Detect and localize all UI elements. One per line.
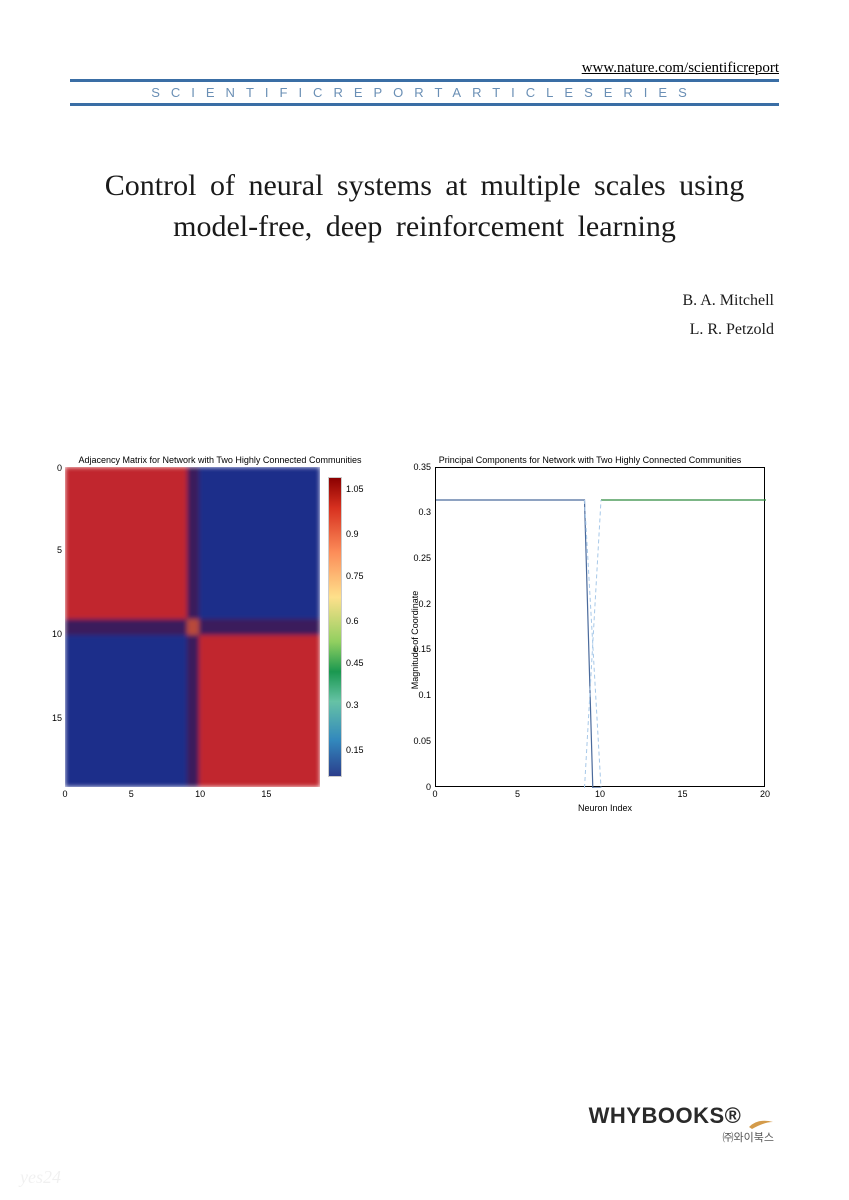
publisher-name-text: WHYBOOKS®	[589, 1103, 742, 1128]
ytick: 5	[57, 545, 62, 555]
publisher-subname: ㈜와이북스	[589, 1129, 774, 1145]
swoosh-icon	[748, 1110, 774, 1124]
ytick: 0.05	[413, 736, 431, 746]
linechart-title: Principal Components for Network with Tw…	[405, 455, 775, 465]
heatmap-y-ticks: 0 5 10 15	[50, 467, 64, 787]
cb-tick: 0.15	[346, 745, 364, 755]
author-1: B. A. Mitchell	[70, 287, 774, 316]
heatmap-canvas	[65, 467, 320, 787]
ytick: 0.35	[413, 462, 431, 472]
xtick: 20	[760, 789, 770, 799]
figure-row: Adjacency Matrix for Network with Two Hi…	[50, 455, 779, 813]
ytick: 10	[52, 629, 62, 639]
colorbar-gradient	[328, 477, 342, 777]
author-list: B. A. Mitchell L. R. Petzold	[70, 287, 774, 345]
cb-tick: 0.6	[346, 616, 359, 626]
figure-linechart: Principal Components for Network with Tw…	[405, 455, 775, 813]
xtick: 10	[595, 789, 605, 799]
linechart-canvas	[435, 467, 765, 787]
series-banner: SCIENTIFICREPORTARTICLESERIES	[70, 79, 779, 106]
colorbar-ticks: 1.05 0.9 0.75 0.6 0.45 0.3 0.15	[346, 477, 372, 777]
publisher-name: WHYBOOKS®	[589, 1103, 774, 1129]
header-url: www.nature.com/scientificreport	[70, 60, 779, 77]
linechart-x-ticks: 0 5 10 15 20	[435, 787, 765, 801]
ytick: 15	[52, 713, 62, 723]
ytick: 0	[57, 463, 62, 473]
cb-tick: 0.75	[346, 571, 364, 581]
xtick: 15	[677, 789, 687, 799]
paper-title: Control of neural systems at multiple sc…	[90, 166, 759, 247]
heatmap-svg	[65, 467, 320, 787]
heatmap-x-ticks: 0 5 10 15	[65, 787, 320, 801]
ytick: 0.25	[413, 553, 431, 563]
colorbar: 1.05 0.9 0.75 0.6 0.45 0.3 0.15	[328, 477, 372, 777]
xtick: 5	[129, 789, 134, 799]
watermark: yes24	[20, 1167, 61, 1188]
ytick: 0	[426, 782, 431, 792]
figure-heatmap: Adjacency Matrix for Network with Two Hi…	[50, 455, 390, 801]
ytick: 0.1	[418, 690, 431, 700]
ytick: 0.15	[413, 644, 431, 654]
xtick: 0	[432, 789, 437, 799]
cb-tick: 1.05	[346, 484, 364, 494]
ytick: 0.2	[418, 599, 431, 609]
xtick: 15	[261, 789, 271, 799]
xtick: 10	[195, 789, 205, 799]
ytick: 0.3	[418, 507, 431, 517]
xtick: 5	[515, 789, 520, 799]
linechart-x-label: Neuron Index	[435, 803, 775, 813]
heatmap-title: Adjacency Matrix for Network with Two Hi…	[50, 455, 390, 465]
linechart-svg	[436, 468, 766, 788]
publisher-block: WHYBOOKS® ㈜와이북스	[589, 1103, 774, 1145]
cb-tick: 0.9	[346, 529, 359, 539]
linechart-y-ticks: 0.35 0.3 0.25 0.2 0.15 0.1 0.05 0	[409, 467, 433, 787]
cb-tick: 0.45	[346, 658, 364, 668]
author-2: L. R. Petzold	[70, 316, 774, 345]
xtick: 0	[62, 789, 67, 799]
cb-tick: 0.3	[346, 700, 359, 710]
